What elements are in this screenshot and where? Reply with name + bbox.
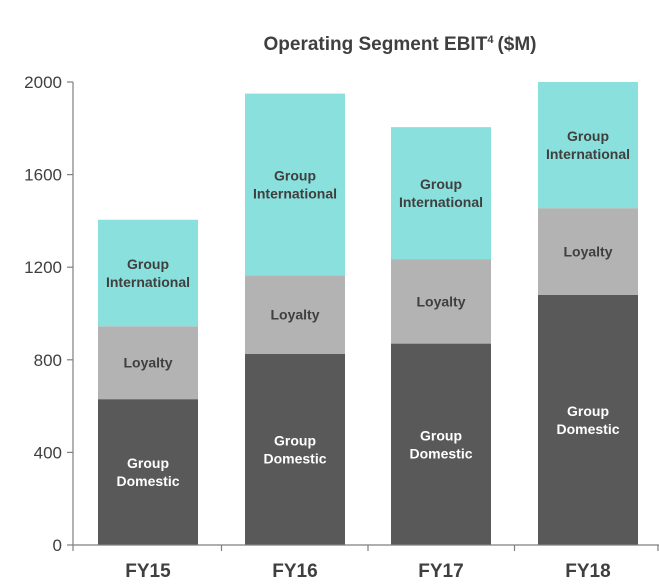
bar-segment-label: Group International <box>106 256 190 290</box>
bar-segment-label-line: Group <box>420 427 462 443</box>
bar-segment-label: Group Domestic <box>263 433 326 467</box>
bar-segment-label: Group International <box>399 176 483 210</box>
y-tick-label: 0 <box>53 536 62 555</box>
bar-segment-label-line: Domestic <box>263 451 326 467</box>
y-tick-label: 1200 <box>24 258 62 277</box>
chart-title-superscript: 4 <box>487 34 494 46</box>
y-axis: 0 400 800 1200 1600 2000 <box>24 73 74 555</box>
bar-segment-label-line: International <box>399 194 483 210</box>
bar-segment-label: Group International <box>253 167 337 201</box>
bar-segment-label-line: Loyalty <box>563 244 612 260</box>
chart-title-unit: ($M) <box>497 34 536 55</box>
bar-segment <box>538 82 638 209</box>
bar-segment-label-line: Domestic <box>556 421 619 437</box>
bar-segment-label-line: Loyalty <box>270 307 319 323</box>
x-tick-label: FY18 <box>565 561 610 582</box>
bar-segment-label-line: Domestic <box>116 473 179 489</box>
bar-segment-label-line: Group <box>567 403 609 419</box>
bar-segment <box>391 343 491 545</box>
y-tick-label: 800 <box>34 351 62 370</box>
x-axis: FY15 FY16 FY17 FY18 <box>72 544 659 582</box>
bar-segment-label-line: Loyalty <box>123 355 172 371</box>
bar-segment <box>391 127 491 260</box>
bar-segment-label-line: International <box>253 185 337 201</box>
bar-segment-label-line: Group <box>274 167 316 183</box>
bar-segment-label-line: Group <box>127 256 169 272</box>
bar-segment-label: Group Domestic <box>556 403 619 437</box>
bar-segment-label-line: International <box>106 274 190 290</box>
bar-segment-label-line: Group <box>127 455 169 471</box>
bar-segment-label: Loyalty <box>563 244 612 260</box>
bar-segment-label: Loyalty <box>123 355 172 371</box>
bar-segment-label: Group Domestic <box>116 455 179 489</box>
bar-segment-label: Loyalty <box>416 293 465 309</box>
bar-segment <box>245 275 345 355</box>
bar-segment-label: Loyalty <box>270 307 319 323</box>
bar-segment-label-line: Group <box>567 128 609 144</box>
y-tick-label: 400 <box>34 443 62 462</box>
bar-segment-label-line: Loyalty <box>416 293 465 309</box>
bar-segment <box>98 399 198 545</box>
y-tick-label: 1600 <box>24 166 62 185</box>
chart-title: Operating Segment EBIT4 ($M) <box>264 34 537 55</box>
bar-segment-label: Group International <box>546 128 630 162</box>
bar-segment <box>98 326 198 400</box>
x-tick-label: FY16 <box>272 561 317 582</box>
bar-segment <box>98 219 198 327</box>
bar-segment-label-line: International <box>546 146 630 162</box>
bar-segment <box>245 354 345 545</box>
bar-segment-label-line: Group <box>420 176 462 192</box>
bar-segment <box>538 294 638 545</box>
bar-segment-label: Group Domestic <box>409 427 472 461</box>
bar-segment <box>245 93 345 276</box>
x-tick-label: FY15 <box>125 561 171 582</box>
bar-segment <box>538 208 638 295</box>
y-tick-label: 2000 <box>24 73 62 92</box>
bar-segment <box>391 259 491 344</box>
x-tick-label: FY17 <box>418 561 463 582</box>
chart-title-text: Operating Segment EBIT <box>264 34 488 55</box>
bar-segment-label-line: Domestic <box>409 445 472 461</box>
bar-segment-label-line: Group <box>274 433 316 449</box>
